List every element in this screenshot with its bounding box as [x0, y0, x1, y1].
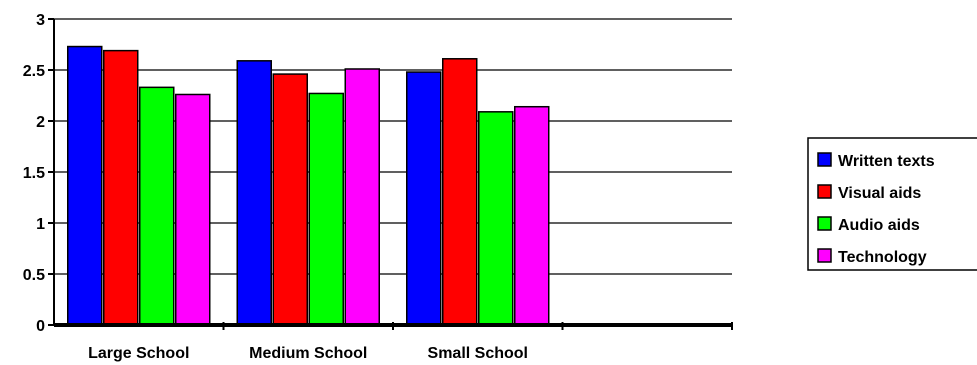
- bars: [67, 45, 550, 326]
- legend: Written texts Visual aids Audio aids Techno…: [807, 137, 977, 271]
- axes: [48, 18, 733, 330]
- y-tick-label: 3: [36, 12, 45, 29]
- y-tick-label: 2.5: [23, 63, 45, 80]
- x-category-label: Small School: [428, 345, 528, 362]
- bar-written-texts: [236, 60, 272, 326]
- bar-visual-aids: [442, 58, 478, 326]
- legend-swatch: [817, 152, 832, 167]
- legend-swatch: [817, 184, 832, 199]
- x-category-label: Large School: [88, 345, 189, 362]
- y-tick-label: 2: [36, 114, 45, 131]
- y-tick-label: 1: [36, 216, 45, 233]
- bar-technology: [514, 105, 550, 326]
- y-tick-label: 1.5: [23, 165, 45, 182]
- bar-audio-aids: [478, 111, 514, 326]
- legend-box: [807, 137, 977, 271]
- bar-audio-aids: [139, 86, 175, 326]
- bar-visual-aids: [272, 73, 308, 326]
- legend-label: Visual aids: [838, 185, 921, 202]
- y-tick-labels: 0 0.5 1 1.5 2 2.5 3: [23, 12, 45, 335]
- legend-swatch: [817, 216, 832, 231]
- bar-technology: [175, 93, 211, 326]
- legend-label: Audio aids: [838, 217, 920, 234]
- legend-swatch: [817, 248, 832, 263]
- x-category-label: Medium School: [249, 345, 367, 362]
- y-tick-label: 0.5: [23, 267, 45, 284]
- x-category-labels: Large School Medium School Small School: [88, 345, 528, 362]
- bar-technology: [344, 68, 380, 326]
- y-tick-label: 0: [36, 318, 45, 335]
- bar-audio-aids: [308, 92, 344, 326]
- legend-label: Technology: [838, 249, 927, 266]
- bar-written-texts: [406, 71, 442, 326]
- bar-written-texts: [67, 45, 103, 326]
- legend-label: Written texts: [838, 153, 935, 170]
- bar-visual-aids: [103, 49, 139, 326]
